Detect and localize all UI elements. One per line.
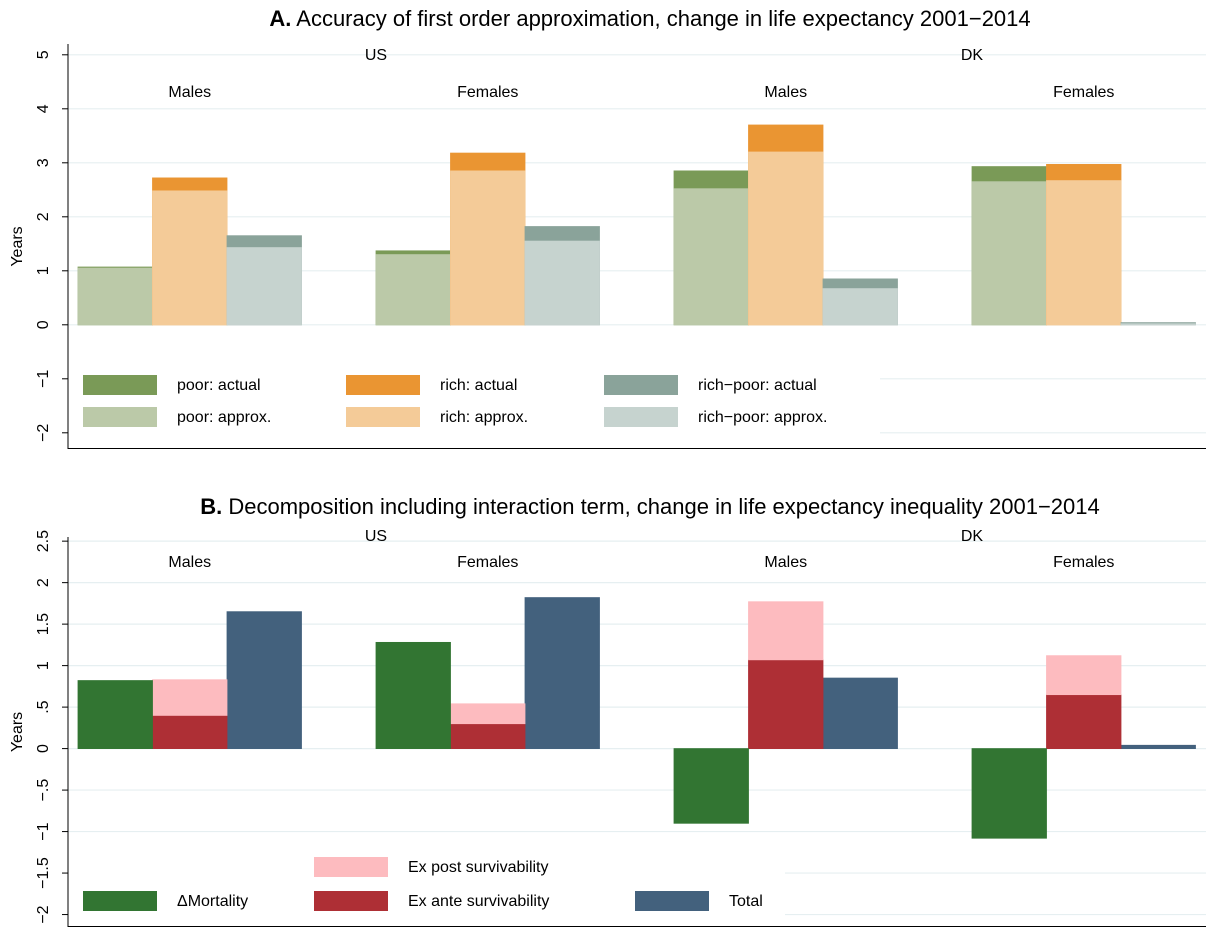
y-tick-label: −1 <box>35 822 52 840</box>
x-category-label: Males <box>764 554 807 571</box>
y-axis-label: Years <box>9 712 26 752</box>
bar <box>1120 323 1196 326</box>
legend-label: rich−poor: approx. <box>698 409 827 426</box>
bar <box>375 254 451 326</box>
y-tick-label: −2 <box>35 424 52 442</box>
bar <box>1046 694 1122 749</box>
y-tick-label: 2.5 <box>35 530 52 552</box>
bar <box>152 715 228 749</box>
y-tick-label: .5 <box>35 700 52 713</box>
legend-box <box>68 365 880 443</box>
bar <box>822 288 898 326</box>
legend-label: rich: approx. <box>440 409 528 426</box>
legend-swatch <box>604 407 678 427</box>
legend-swatch <box>314 891 388 911</box>
y-tick-label: 2 <box>35 578 52 587</box>
y-tick-label: 1 <box>35 661 52 670</box>
y-tick-label: 0 <box>35 744 52 753</box>
legend-swatch <box>83 407 157 427</box>
bar <box>524 240 600 326</box>
y-tick-label: 5 <box>35 50 52 59</box>
bar <box>1046 180 1122 326</box>
chart-title: A. Accuracy of first order approximation… <box>269 6 1030 31</box>
group-label: DK <box>961 528 984 545</box>
x-category-label: Females <box>457 84 518 101</box>
legend-swatch <box>83 891 157 911</box>
group-label: US <box>365 47 387 64</box>
legend-swatch <box>314 857 388 877</box>
chart-title: B. Decomposition including interaction t… <box>200 494 1100 519</box>
bar <box>1046 655 1122 696</box>
y-tick-label: −.5 <box>35 779 52 802</box>
x-category-label: Females <box>1053 554 1114 571</box>
title-label: A. <box>269 6 291 31</box>
y-tick-label: −1.5 <box>35 857 52 889</box>
y-axis-label: Years <box>9 226 26 266</box>
title-label: B. <box>200 494 222 519</box>
legend-label: poor: approx. <box>177 409 271 426</box>
legend-label: Total <box>729 893 763 910</box>
x-category-label: Females <box>1053 84 1114 101</box>
y-tick-label: −1 <box>35 370 52 388</box>
legend-swatch <box>346 407 420 427</box>
legend-label: rich: actual <box>440 377 517 394</box>
title-text: Accuracy of first order approximation, c… <box>296 6 1030 31</box>
bar <box>226 247 302 326</box>
bar <box>450 723 526 749</box>
bar <box>748 601 824 661</box>
bar <box>524 597 600 749</box>
y-tick-label: 4 <box>35 104 52 113</box>
legend-label: poor: actual <box>177 377 261 394</box>
bar <box>971 748 1047 839</box>
group-label: US <box>365 528 387 545</box>
y-tick-label: 3 <box>35 158 52 167</box>
bar <box>77 267 153 326</box>
bar <box>971 181 1047 326</box>
bar <box>77 680 153 749</box>
bar <box>450 703 526 725</box>
legend-label: ΔMortality <box>177 893 248 910</box>
legend-label: Ex post survivability <box>408 859 549 876</box>
x-category-label: Males <box>168 84 211 101</box>
bar <box>450 170 526 326</box>
title-text: Decomposition including interaction term… <box>228 494 1099 519</box>
group-label: DK <box>961 47 984 64</box>
x-category-label: Males <box>764 84 807 101</box>
legend-swatch <box>604 375 678 395</box>
y-tick-label: 2 <box>35 212 52 221</box>
legend-swatch <box>346 375 420 395</box>
y-tick-label: 0 <box>35 320 52 329</box>
bar <box>673 748 749 824</box>
legend-swatch <box>83 375 157 395</box>
bar <box>822 677 898 749</box>
bar <box>1120 744 1196 749</box>
legend-label: Ex ante survivability <box>408 893 549 910</box>
bar <box>226 611 302 749</box>
legend-swatch <box>635 891 709 911</box>
y-tick-label: 1.5 <box>35 613 52 635</box>
bar <box>748 151 824 326</box>
y-tick-label: −2 <box>35 905 52 923</box>
bar <box>748 659 824 749</box>
bar <box>375 641 451 749</box>
legend-label: rich−poor: actual <box>698 377 817 394</box>
y-tick-label: 1 <box>35 266 52 275</box>
x-category-label: Males <box>168 554 211 571</box>
legend-box <box>68 848 785 927</box>
x-category-label: Females <box>457 554 518 571</box>
bar <box>152 679 228 716</box>
bar <box>673 188 749 326</box>
bar <box>152 190 228 326</box>
